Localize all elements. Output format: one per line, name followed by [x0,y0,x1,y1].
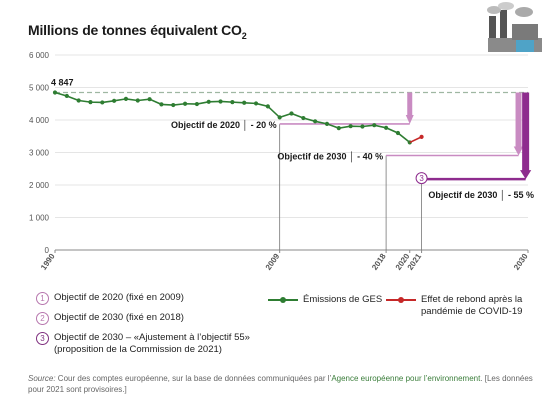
target-3-label: Objectif de 2030 │ - 55 % [428,189,534,201]
emissions-point [360,124,365,129]
emissions-point [348,124,353,129]
legend-item: 2 Objectif de 2030 (fixé en 2018) [36,312,266,325]
legend-green-label: Émissions de GES [303,294,383,305]
legend-text: Objectif de 2020 (fixé en 2009) [54,292,184,303]
emissions-point [135,98,140,103]
factory-icon [487,2,542,52]
y-tick-label: 6 000 [29,51,50,60]
emissions-point [218,99,223,104]
target-3-marker [415,172,428,185]
x-tick-label: 1990 [39,252,57,272]
y-tick-label: 3 000 [29,149,50,158]
legend-number: 3 [36,332,49,345]
chart: 0 1 000 2 000 3 000 4 000 5 000 6 000 1990 2009… [29,51,534,272]
emissions-point [336,126,341,131]
legend-item: 3 Objectif de 2030 – «Ajustement à l’obj… [36,332,266,356]
source-prefix: Source: [28,374,56,383]
y-tick-label: 1 000 [29,214,50,223]
y-tick-label: 0 [45,246,50,255]
emissions-point [159,102,164,107]
target-3-marker-number: 3 [419,174,424,183]
series-legend: Émissions de GES Effet de rebond après l… [268,294,543,318]
target-2-label: Objectif de 2030 │ - 40 % [277,150,383,162]
legend-red: Effet de rebond après la pandémie de COV… [386,294,536,318]
x-tick-label: 2009 [264,252,282,272]
target-2-arrow [513,92,524,156]
emissions-point [88,100,93,105]
emissions-point [52,90,58,95]
x-tick-label: 2021 [406,252,424,272]
emissions-point [112,98,117,103]
legend-red-label: Effet de rebond après la pandémie de COV… [421,294,523,317]
emissions-point [372,123,377,128]
chart-title: Millions de tonnes équivalent CO2 [28,22,247,41]
emissions-point [301,115,306,121]
emissions-point [313,119,318,124]
red-swatch [386,296,416,304]
legend-text: Objectif de 2030 – «Ajustement à l’objec… [54,332,250,355]
source-note: Source: Cour des comptes européenne, sur… [28,373,538,395]
emissions-line [54,91,411,144]
emissions-point [206,99,211,104]
source-text: Cour des comptes européenne, sur la base… [55,374,332,383]
rebound-point [419,134,424,139]
emissions-point [277,115,282,120]
legend-text: Objectif de 2030 (fixé en 2018) [54,312,184,323]
series [52,90,424,145]
emissions-point [242,100,247,105]
emissions-point [289,111,294,116]
x-tick-label: 2018 [370,252,388,272]
emissions-point [230,100,235,105]
emissions-point [324,121,330,126]
emissions-point [123,96,129,101]
legend-number: 1 [36,292,49,305]
emissions-point [182,101,188,106]
x-tick-label: 2030 [512,252,530,272]
emissions-point [384,125,389,130]
legend-green: Émissions de GES [268,294,386,306]
legend-item: 1 Objectif de 2020 (fixé en 2009) [36,292,266,305]
target-1-label: Objectif de 2020 │ - 20 % [171,119,277,131]
y-tick-label: 5 000 [29,84,50,93]
annotations: 4 847 Objectif de 2020 │ - 20 % Objectif d… [51,77,534,201]
start-value-label: 4 847 [51,77,74,87]
source-suffix: . [Les données pour 2021 sont provisoire… [28,374,533,394]
legend-number: 2 [36,312,49,325]
target-legend: 1 Objectif de 2020 (fixé en 2009) 2 Obje… [36,292,266,363]
y-tick-label: 2 000 [29,181,50,190]
emissions-point [171,102,176,108]
source-agency-link[interactable]: Agence européenne pour l’environnement [331,374,481,383]
chart-title-subscript: 2 [241,30,247,41]
emissions-point [147,97,152,102]
target-1-arrow [405,92,414,124]
emissions-point [100,100,105,105]
green-swatch [268,296,298,304]
chart-title-text: Millions de tonnes équivalent CO [28,22,242,38]
targets [55,91,532,250]
emissions-point [265,104,270,109]
emissions-point [253,101,259,106]
rebound-line [409,136,422,144]
emissions-point [76,98,81,103]
y-tick-label: 4 000 [29,116,50,125]
emissions-point [64,93,69,99]
target-3-arrow [520,92,532,180]
emissions-point [194,101,199,107]
y-axis: 0 1 000 2 000 3 000 4 000 5 000 6 000 [29,51,50,255]
emissions-point [395,130,401,136]
